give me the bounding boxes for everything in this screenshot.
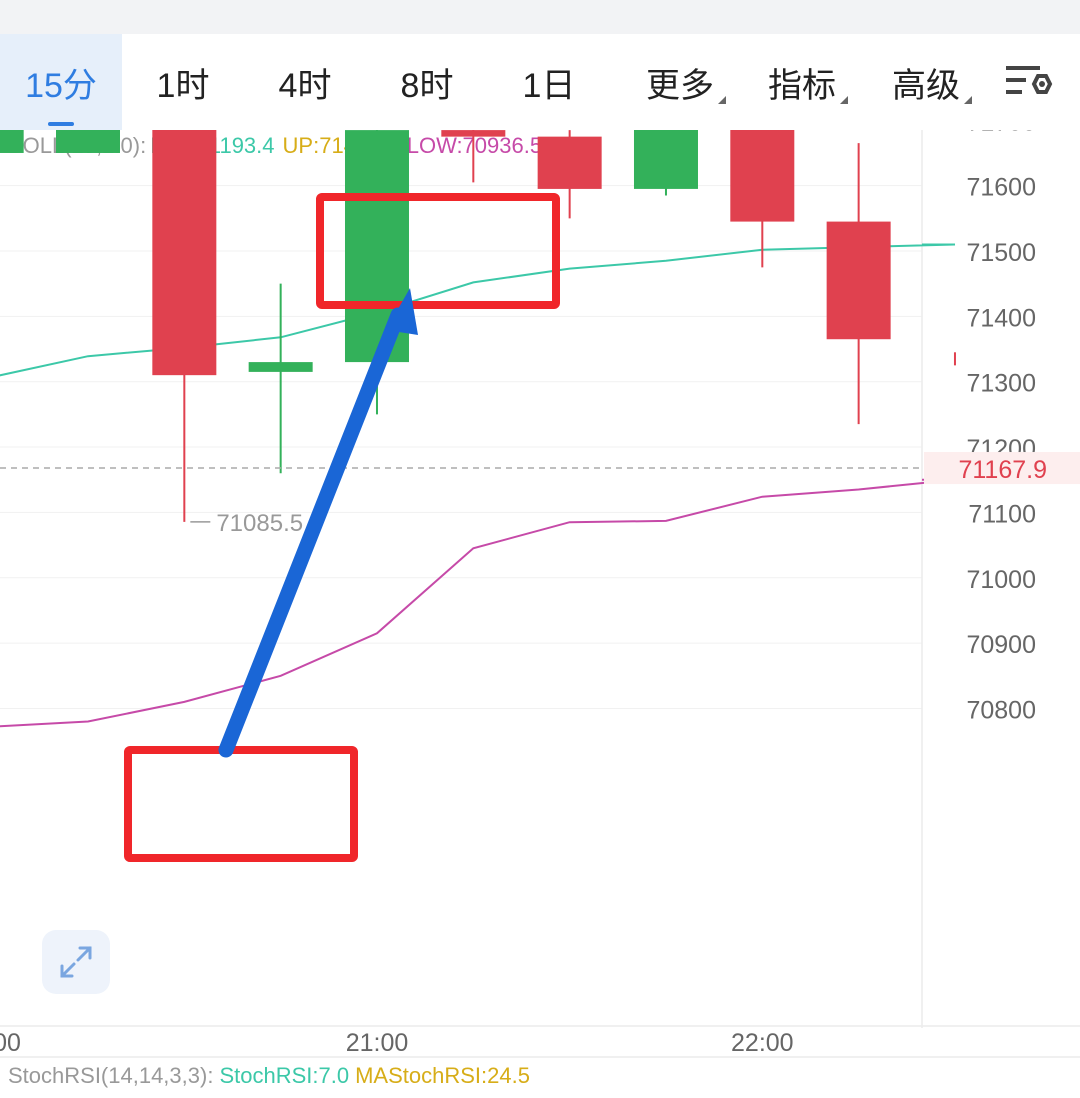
trend-arrow-shaft <box>218 307 406 758</box>
dropdown-triangle-icon <box>840 96 848 104</box>
y-tick-label: 71600 <box>966 174 1036 202</box>
candle-body[interactable] <box>56 130 120 153</box>
stochrsi-legend: StochRSI(14,14,3,3): StochRSI:7.0 MAStochR… <box>8 1063 536 1089</box>
candle-body[interactable] <box>152 130 217 376</box>
chart-settings-button[interactable] <box>1000 58 1056 106</box>
boll-lower-line <box>0 478 956 728</box>
current-price-badge <box>924 452 1080 485</box>
boll-mid-line <box>0 243 956 377</box>
expand-icon <box>60 946 92 978</box>
high-highlight-box <box>316 193 560 309</box>
y-tick-label: 71300 <box>966 370 1036 398</box>
tab-more-label: 更多 <box>646 66 714 105</box>
tab-advanced[interactable]: 高级 <box>876 34 976 130</box>
candle-body[interactable] <box>633 130 698 189</box>
tab-more[interactable]: 更多 <box>630 34 730 130</box>
y-tick-label: 71100 <box>968 500 1036 528</box>
y-tick-label: 70800 <box>966 696 1036 724</box>
tab-4h[interactable]: 4时 <box>257 34 353 130</box>
tab-indicators-label: 指标 <box>768 66 836 105</box>
x-tick-label: 22:00 <box>731 1029 794 1057</box>
expand-chart-button[interactable] <box>42 930 110 994</box>
candlestick-chart[interactable]: 7190071800717007160071500714007130071200… <box>0 130 1080 1058</box>
y-tick-label: 71700 <box>966 130 1036 136</box>
stochrsi-value: StochRSI:7.0 <box>219 1063 350 1088</box>
current-price-label: 71167.9 <box>958 456 1047 484</box>
y-tick-label: 71400 <box>966 304 1036 332</box>
timeframe-tabs: 15分 1时 4时 8时 1日 更多 指标 高级 <box>0 34 1080 130</box>
y-tick-label: 71000 <box>966 566 1036 594</box>
trend-arrow-head-icon <box>386 288 418 335</box>
dropdown-triangle-icon <box>964 96 972 104</box>
candle-body[interactable] <box>826 221 891 340</box>
tab-4h-label: 4时 <box>278 66 332 105</box>
candle-body[interactable] <box>248 362 313 372</box>
y-tick-label: 71500 <box>966 239 1036 267</box>
dropdown-triangle-icon <box>718 96 726 104</box>
boll-low: LOW:70936.5 <box>406 133 543 158</box>
tab-1d[interactable]: 1日 <box>501 34 597 130</box>
status-strip <box>0 0 1080 34</box>
tab-1d-label: 1日 <box>522 66 576 105</box>
stochrsi-label: StochRSI(14,14,3,3): <box>8 1063 214 1088</box>
stochrsi-ma: MAStochRSI:24.5 <box>355 1063 530 1088</box>
tab-1h[interactable]: 1时 <box>135 34 231 130</box>
x-tick-label: 21:00 <box>346 1029 409 1057</box>
chart-settings-icon <box>1006 66 1053 94</box>
tab-1h-label: 1时 <box>156 66 210 105</box>
tab-advanced-label: 高级 <box>892 66 960 105</box>
candle-body[interactable] <box>441 130 506 137</box>
candle-body[interactable] <box>537 136 602 189</box>
y-tick-label: 70900 <box>966 631 1036 659</box>
low-highlight-box <box>124 746 358 862</box>
low-price-label: 71085.5 <box>216 510 303 537</box>
tab-8h[interactable]: 8时 <box>379 34 475 130</box>
candle-body[interactable] <box>730 130 795 222</box>
tab-15m-label: 15分 <box>25 66 97 105</box>
tab-indicators[interactable]: 指标 <box>752 34 852 130</box>
tab-8h-label: 8时 <box>400 66 454 105</box>
candle-body[interactable] <box>0 130 24 153</box>
active-tab-indicator <box>48 122 74 126</box>
x-tick-label: 20:00 <box>0 1029 21 1057</box>
tab-15m[interactable]: 15分 <box>0 34 122 130</box>
